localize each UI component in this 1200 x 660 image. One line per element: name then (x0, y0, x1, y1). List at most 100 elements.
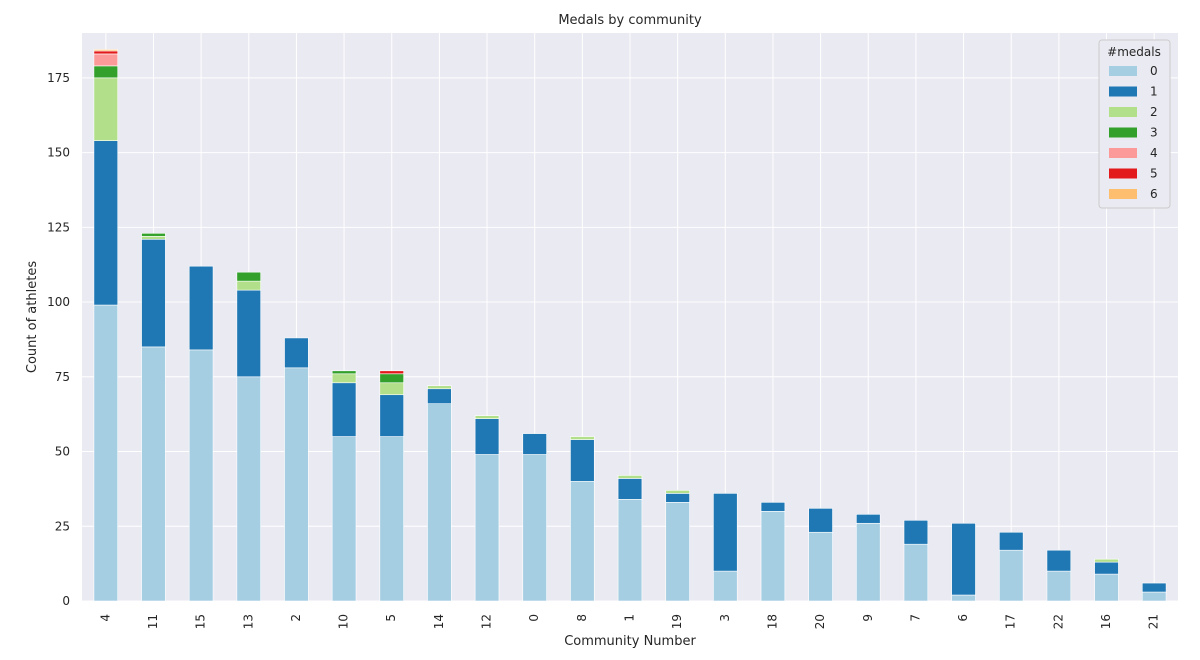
bar-segment (713, 570, 738, 602)
bar-segment (236, 289, 261, 378)
bar-segment (1141, 591, 1167, 602)
bar-segment (1094, 561, 1119, 575)
legend-swatch (1109, 148, 1137, 158)
x-tick-label: 5 (384, 614, 398, 622)
legend-swatch (1109, 86, 1137, 97)
y-tick-label: 175 (47, 71, 70, 85)
x-tick-label: 0 (527, 614, 541, 622)
bar-segment (1046, 570, 1072, 602)
bar-segment (522, 433, 547, 455)
legend-swatch (1109, 189, 1137, 199)
bar-segment (999, 531, 1024, 551)
bar-segment (141, 232, 166, 237)
legend-label: 6 (1150, 187, 1158, 201)
bar-segment (188, 265, 214, 351)
bar-segment (331, 373, 357, 384)
bar-segment (379, 373, 404, 384)
bar-segment (808, 531, 833, 602)
y-tick-labels: 0 25 50 75 100 125 150 175 (47, 71, 70, 608)
bar-segment (1141, 582, 1167, 593)
bar-segment (474, 415, 500, 419)
bar-segment (617, 475, 643, 479)
bar-segment (951, 594, 976, 602)
x-tick-label: 15 (194, 614, 208, 629)
y-tick-label: 100 (47, 295, 70, 309)
bar-segment (93, 304, 119, 602)
bar-segment (760, 511, 786, 602)
bar-segment (93, 65, 119, 79)
y-tick-label: 125 (47, 220, 70, 234)
bar-segment (379, 394, 404, 437)
legend-swatch (1109, 107, 1137, 117)
bar-segment (999, 549, 1024, 602)
bar-segment (141, 238, 166, 348)
bar-segment (93, 53, 119, 67)
bar-segment (331, 436, 357, 602)
bar-segment (713, 493, 738, 572)
bar-segment (236, 271, 261, 282)
bar-segment (427, 385, 452, 390)
bar-segment (331, 382, 357, 437)
y-tick-label: 150 (47, 146, 70, 160)
legend-label: 1 (1150, 85, 1158, 99)
x-tick-label: 13 (241, 614, 255, 629)
x-tick-label: 16 (1099, 614, 1113, 629)
bars (93, 49, 1167, 602)
bar-segment (570, 436, 595, 440)
x-tick-label: 6 (956, 614, 970, 622)
bar-segment (379, 382, 404, 396)
legend-label: 3 (1150, 126, 1158, 140)
bar-segment (570, 439, 595, 482)
legend-label: 4 (1150, 146, 1158, 160)
x-tick-label: 8 (575, 614, 589, 622)
bar-segment (93, 49, 119, 52)
bar-segment (856, 522, 881, 602)
bar-segment (617, 499, 643, 602)
y-tick-label: 25 (55, 519, 70, 533)
legend-swatch (1109, 66, 1137, 76)
x-tick-label: 7 (908, 614, 922, 622)
x-tick-label: 19 (670, 614, 684, 629)
x-tick-label: 20 (813, 614, 827, 629)
x-tick-label: 11 (146, 614, 160, 629)
bar-segment (617, 478, 643, 500)
legend-label: 0 (1150, 64, 1158, 78)
bar-segment (665, 502, 690, 602)
x-axis-label: Community Number (564, 634, 696, 649)
x-tick-label: 12 (480, 614, 494, 629)
x-tick-label: 14 (432, 614, 446, 629)
bar-segment (474, 418, 500, 455)
x-tick-label: 1 (623, 614, 637, 622)
y-tick-label: 0 (62, 594, 70, 608)
legend-title: #medals (1107, 45, 1161, 59)
chart-title: Medals by community (558, 13, 702, 28)
y-axis-label: Count of athletes (25, 261, 40, 373)
bar-segment (903, 519, 929, 545)
x-tick-label: 21 (1147, 614, 1161, 629)
legend-label: 2 (1150, 105, 1158, 119)
bar-segment (379, 370, 404, 375)
x-tick-label: 22 (1051, 614, 1065, 629)
bar-segment (665, 493, 690, 503)
legend-items: 0 1 2 3 4 5 6 (1109, 64, 1158, 201)
legend-box (1098, 39, 1171, 209)
bar-segment (141, 235, 166, 240)
bar-segment (808, 508, 833, 533)
x-tick-label: 4 (98, 614, 112, 622)
x-tick-label: 9 (861, 614, 875, 622)
bar-segment (1094, 558, 1119, 563)
bar-segment (331, 370, 357, 375)
x-tick-label: 2 (289, 614, 303, 622)
bar-segment (93, 140, 119, 306)
legend: #medals 0 1 2 3 4 5 6 (1098, 39, 1171, 209)
bar-segment (1094, 573, 1119, 602)
legend-swatch (1109, 127, 1137, 138)
bar-segment (522, 454, 547, 602)
y-tick-label: 50 (55, 445, 70, 459)
bar-segment (903, 543, 929, 602)
x-tick-label: 3 (718, 614, 732, 622)
bar-segment (856, 514, 881, 524)
x-tick-label: 17 (1004, 614, 1018, 629)
legend-swatch (1109, 168, 1137, 179)
